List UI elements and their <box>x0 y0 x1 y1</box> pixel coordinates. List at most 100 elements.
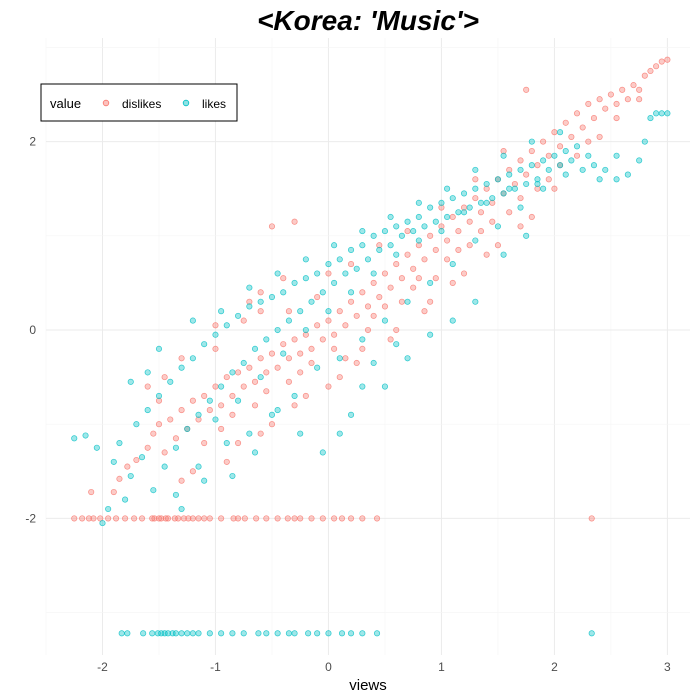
point-dislikes <box>253 515 260 522</box>
point-dislikes <box>483 185 490 192</box>
point-likes <box>172 491 179 498</box>
point-dislikes <box>263 388 270 395</box>
point-dislikes <box>280 341 287 348</box>
point-dislikes <box>195 515 202 522</box>
point-dislikes <box>297 515 304 522</box>
point-likes <box>291 392 298 400</box>
point-likes <box>257 374 264 381</box>
point-dislikes <box>230 515 237 522</box>
point-likes <box>359 336 366 343</box>
point-likes <box>331 279 338 286</box>
point-dislikes <box>257 355 264 362</box>
point-likes <box>517 204 524 211</box>
point-likes <box>246 284 253 291</box>
point-likes <box>573 143 581 150</box>
point-likes <box>336 430 343 437</box>
point-likes <box>302 326 309 334</box>
point-likes <box>534 180 541 188</box>
point-dislikes <box>274 515 281 522</box>
point-dislikes <box>291 515 298 522</box>
point-likes <box>472 166 479 173</box>
point-likes <box>404 218 411 225</box>
point-likes <box>116 440 123 447</box>
point-likes <box>161 463 168 470</box>
point-dislikes <box>444 237 451 244</box>
point-dislikes <box>359 289 366 296</box>
point-likes <box>348 411 355 418</box>
point-likes <box>133 421 140 428</box>
point-likes <box>118 630 125 637</box>
point-dislikes <box>180 515 187 522</box>
point-dislikes <box>568 133 575 140</box>
point-dislikes <box>410 284 417 291</box>
point-dislikes <box>110 488 117 496</box>
point-likes <box>206 397 213 404</box>
point-dislikes <box>376 293 383 301</box>
point-dislikes <box>528 213 535 221</box>
point-likes <box>393 251 400 258</box>
point-likes <box>370 270 377 277</box>
point-dislikes <box>483 251 490 258</box>
point-likes <box>246 303 253 310</box>
point-likes <box>483 199 490 206</box>
point-dislikes <box>124 463 131 470</box>
point-dislikes <box>268 421 276 428</box>
point-likes <box>494 223 501 230</box>
point-likes <box>229 630 236 637</box>
point-dislikes <box>370 312 377 319</box>
point-likes <box>658 110 665 117</box>
point-likes <box>274 270 281 277</box>
point-likes <box>551 152 558 159</box>
point-dislikes <box>551 185 558 192</box>
point-dislikes <box>585 138 592 145</box>
point-likes <box>568 157 575 164</box>
point-dislikes <box>302 392 309 400</box>
x-tick-label: -1 <box>210 660 221 674</box>
point-likes <box>99 520 106 527</box>
point-dislikes <box>336 308 343 315</box>
point-dislikes <box>381 270 388 277</box>
legend-key-dislikes <box>102 99 110 107</box>
point-dislikes <box>257 308 264 315</box>
point-likes <box>201 477 208 484</box>
point-dislikes <box>229 392 236 400</box>
point-dislikes <box>240 317 247 324</box>
point-likes <box>494 176 501 183</box>
point-likes <box>342 270 349 277</box>
point-dislikes <box>438 223 445 230</box>
point-likes <box>314 270 321 277</box>
legend-label-likes: likes <box>202 97 226 111</box>
point-dislikes <box>268 223 276 230</box>
point-dislikes <box>562 119 569 126</box>
point-likes <box>189 630 196 637</box>
point-likes <box>359 383 366 390</box>
point-dislikes <box>285 308 292 315</box>
point-dislikes <box>263 515 270 522</box>
point-dislikes <box>348 298 355 305</box>
point-dislikes <box>308 359 315 367</box>
point-likes <box>449 317 456 324</box>
point-likes <box>466 204 473 211</box>
point-dislikes <box>607 91 614 98</box>
x-tick-label: 3 <box>664 660 671 674</box>
point-likes <box>325 261 332 268</box>
point-dislikes <box>144 444 151 451</box>
point-likes <box>579 166 586 173</box>
point-dislikes <box>613 115 620 122</box>
point-likes <box>647 115 654 122</box>
point-dislikes <box>291 402 298 409</box>
point-likes <box>302 275 309 282</box>
point-likes <box>511 185 518 192</box>
point-dislikes <box>619 86 626 93</box>
point-likes <box>195 630 202 637</box>
point-dislikes <box>585 100 592 107</box>
point-dislikes <box>545 176 552 183</box>
point-dislikes <box>387 284 394 291</box>
point-likes <box>212 331 219 338</box>
x-tick-label: 0 <box>325 660 332 674</box>
point-dislikes <box>432 246 439 253</box>
series-likes <box>71 110 671 637</box>
point-likes <box>523 180 530 188</box>
point-dislikes <box>251 378 259 385</box>
point-dislikes <box>235 369 242 376</box>
